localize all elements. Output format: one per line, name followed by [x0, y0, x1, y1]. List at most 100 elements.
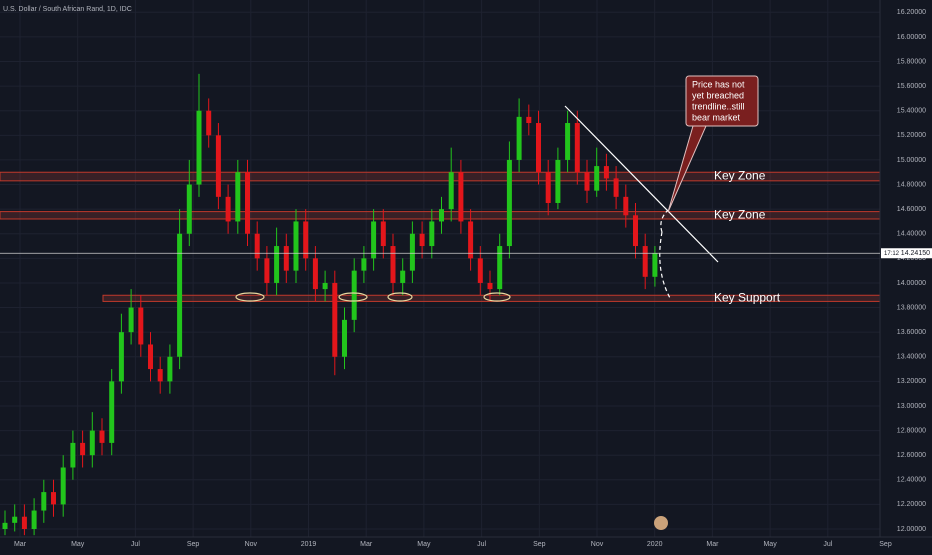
- trendline: [564, 105, 719, 263]
- candle-body: [206, 110, 212, 136]
- candle-body: [225, 196, 231, 222]
- candle-body: [409, 233, 415, 271]
- x-tick-label: Nov: [245, 541, 258, 548]
- x-tick-label: Mar: [14, 541, 27, 548]
- chart-title: U.S. Dollar / South African Rand, 1D, ID…: [3, 6, 132, 13]
- y-tick-label: 13.60000: [897, 329, 926, 336]
- y-tick-label: 15.20000: [897, 132, 926, 139]
- candle-body: [157, 369, 163, 382]
- y-tick-label: 14.80000: [897, 181, 926, 188]
- support-touches: [235, 292, 511, 302]
- y-tick-label: 13.20000: [897, 378, 926, 385]
- callout-text: Price has not: [692, 79, 745, 89]
- candle-body: [99, 430, 105, 443]
- x-tick-label: Mar: [360, 541, 373, 548]
- candle-body: [448, 172, 454, 210]
- candle-body: [545, 172, 551, 203]
- touch-ellipse: [483, 292, 511, 302]
- candle-body: [215, 135, 221, 197]
- projection-up: [660, 209, 669, 233]
- candle-body: [138, 307, 144, 345]
- candle-body: [245, 172, 250, 234]
- candle-body: [118, 332, 124, 382]
- y-tick-label: 12.00000: [897, 526, 926, 533]
- countdown: 17:12: [884, 251, 900, 257]
- candle-body: [477, 258, 483, 283]
- candle-body: [264, 258, 270, 283]
- y-tick-label: 14.40000: [897, 231, 926, 238]
- candle-body: [380, 221, 386, 247]
- callout-text: bear market: [692, 112, 741, 122]
- candle-body: [603, 166, 609, 179]
- candle-body: [322, 282, 328, 290]
- last-price-box: [881, 248, 932, 259]
- candle-body: [342, 319, 347, 357]
- y-tick-label: 12.60000: [897, 452, 926, 459]
- candle-body: [12, 516, 18, 523]
- candle-body: [293, 221, 299, 271]
- candle-body: [487, 282, 493, 290]
- callout-pointer: [667, 125, 707, 213]
- candle-body: [303, 221, 309, 259]
- candle-body: [70, 442, 76, 468]
- x-tick-label: Sep: [879, 541, 892, 548]
- zone-label: Key Zone: [714, 207, 766, 221]
- candle-body: [196, 110, 202, 185]
- candle-body: [429, 221, 435, 247]
- callout-box: [685, 75, 759, 127]
- y-tick-label: 13.00000: [897, 403, 926, 410]
- y-tick-label: 15.80000: [897, 58, 926, 65]
- touch-ellipse: [387, 292, 413, 302]
- candle-body: [574, 123, 580, 173]
- y-tick-label: 12.20000: [897, 501, 926, 508]
- candle-body: [526, 116, 532, 124]
- candle-body: [594, 166, 600, 191]
- candle-body: [419, 233, 425, 247]
- candle-body: [584, 172, 590, 191]
- y-tick-label: 16.20000: [897, 9, 926, 16]
- candle-body: [109, 381, 115, 443]
- candle-body: [167, 356, 173, 382]
- candle-body: [351, 270, 357, 320]
- candle-body: [21, 516, 27, 530]
- y-tick-label: 13.80000: [897, 304, 926, 311]
- last-price-label: 14.24150: [901, 250, 930, 257]
- price-axis: [880, 0, 932, 550]
- x-tick-label: Jul: [823, 541, 832, 548]
- candle-body: [516, 116, 522, 160]
- y-tick-label: 12.40000: [897, 477, 926, 484]
- candle-body: [312, 258, 318, 290]
- candle-body: [51, 492, 56, 505]
- candle-body: [89, 430, 95, 456]
- candle-body: [371, 221, 377, 259]
- candle-body: [400, 270, 406, 283]
- x-tick-label: 2019: [301, 541, 317, 548]
- candle-body: [536, 123, 541, 173]
- candle-body: [31, 510, 37, 530]
- callout-text: yet breached: [692, 90, 744, 100]
- candle-body: [177, 233, 183, 357]
- candle-body: [506, 159, 512, 247]
- candle-body: [497, 246, 503, 290]
- candle-body: [2, 522, 8, 530]
- candle-body: [235, 172, 241, 222]
- x-tick-label: Sep: [533, 541, 546, 548]
- y-tick-label: 15.00000: [897, 157, 926, 164]
- y-tick-label: 16.00000: [897, 34, 926, 41]
- candle-body: [565, 123, 571, 160]
- candle-body: [468, 221, 474, 259]
- candle-body: [254, 233, 260, 259]
- x-tick-label: May: [71, 541, 85, 548]
- candle-body: [186, 184, 192, 234]
- candle-body: [361, 258, 367, 271]
- y-tick-label: 12.80000: [897, 427, 926, 434]
- x-tick-label: May: [763, 541, 777, 548]
- candle-body: [633, 215, 638, 247]
- x-tick-label: May: [417, 541, 431, 548]
- candle-body: [274, 246, 280, 283]
- candle-body: [128, 307, 134, 333]
- x-tick-label: Nov: [591, 541, 604, 548]
- touch-ellipse: [338, 292, 368, 302]
- candle-body: [439, 209, 444, 222]
- candle-body: [60, 467, 66, 505]
